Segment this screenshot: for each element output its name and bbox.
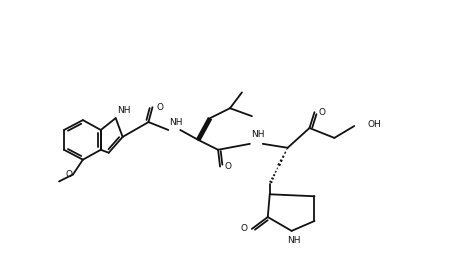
Text: O: O	[224, 162, 231, 171]
Text: NH: NH	[117, 106, 130, 115]
Text: NH: NH	[287, 236, 300, 245]
Text: O: O	[65, 170, 72, 179]
Text: O: O	[240, 224, 247, 233]
Text: NH: NH	[169, 118, 183, 127]
Text: NH: NH	[251, 131, 264, 139]
Text: O: O	[157, 103, 164, 112]
Text: O: O	[319, 108, 326, 117]
Text: OH: OH	[367, 119, 381, 128]
